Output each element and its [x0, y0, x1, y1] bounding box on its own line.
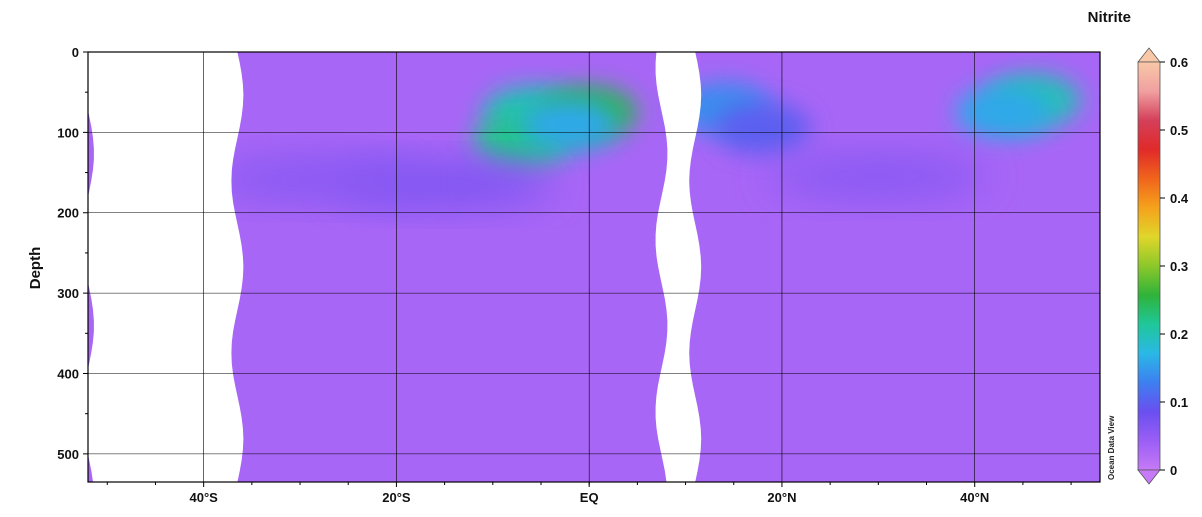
y-axis: 0 100 200 300 400 500 — [57, 45, 88, 462]
colorbar-ticks: 0 0.1 0.2 0.3 0.4 0.5 0.6 — [1160, 55, 1189, 478]
colorbar-tick-label: 0.5 — [1170, 123, 1188, 138]
feature-5 — [714, 102, 811, 155]
data-gap-0 — [88, 52, 244, 482]
plot-frame — [87, 51, 1101, 483]
colorbar-tick-label: 0.3 — [1170, 259, 1188, 274]
colorbar-tick-label: 0 — [1170, 463, 1177, 478]
data-gaps — [88, 52, 702, 482]
x-tick-label: 20°S — [382, 490, 411, 505]
colorbar-tick-label: 0.4 — [1170, 191, 1189, 206]
colorbar-min-cap — [1137, 469, 1161, 485]
colorbar-tick-label: 0.6 — [1170, 55, 1188, 70]
colorbar-scale — [1137, 61, 1161, 471]
y-tick-label: 400 — [57, 366, 79, 381]
y-tick-label: 300 — [57, 286, 79, 301]
x-tick-label: EQ — [580, 490, 599, 505]
colorbar-tick-label: 0.1 — [1170, 395, 1188, 410]
feature-3 — [521, 98, 618, 151]
colorbar: 0 0.1 0.2 0.3 0.4 0.5 0.6 — [1137, 47, 1189, 485]
data-gap-1 — [655, 52, 702, 482]
y-axis-title: Depth — [27, 247, 44, 290]
x-axis: 40°S 20°S EQ 20°N 40°N — [106, 482, 1072, 505]
x-tick-label: 40°S — [189, 490, 218, 505]
grid-lines — [88, 52, 1100, 482]
feature-9 — [209, 156, 430, 201]
x-tick-label: 20°N — [767, 490, 796, 505]
feature-7 — [955, 86, 1052, 139]
y-tick-label: 200 — [57, 206, 79, 221]
colorbar-title: Nitrite — [1088, 9, 1131, 26]
feature-10 — [768, 154, 989, 199]
colorbar-max-cap — [1137, 47, 1161, 63]
y-tick-label: 100 — [57, 125, 79, 140]
colorbar-tick-label: 0.2 — [1170, 327, 1188, 342]
y-tick-label: 500 — [57, 447, 79, 462]
nitrite-features — [209, 74, 1081, 207]
plot-area: 40°S 20°S EQ 20°N 40°N 0 100 200 300 400 500 — [57, 45, 1101, 505]
credit-label: Ocean Data View — [1107, 415, 1116, 480]
x-tick-label: 40°N — [960, 490, 989, 505]
y-tick-label: 0 — [72, 45, 79, 60]
